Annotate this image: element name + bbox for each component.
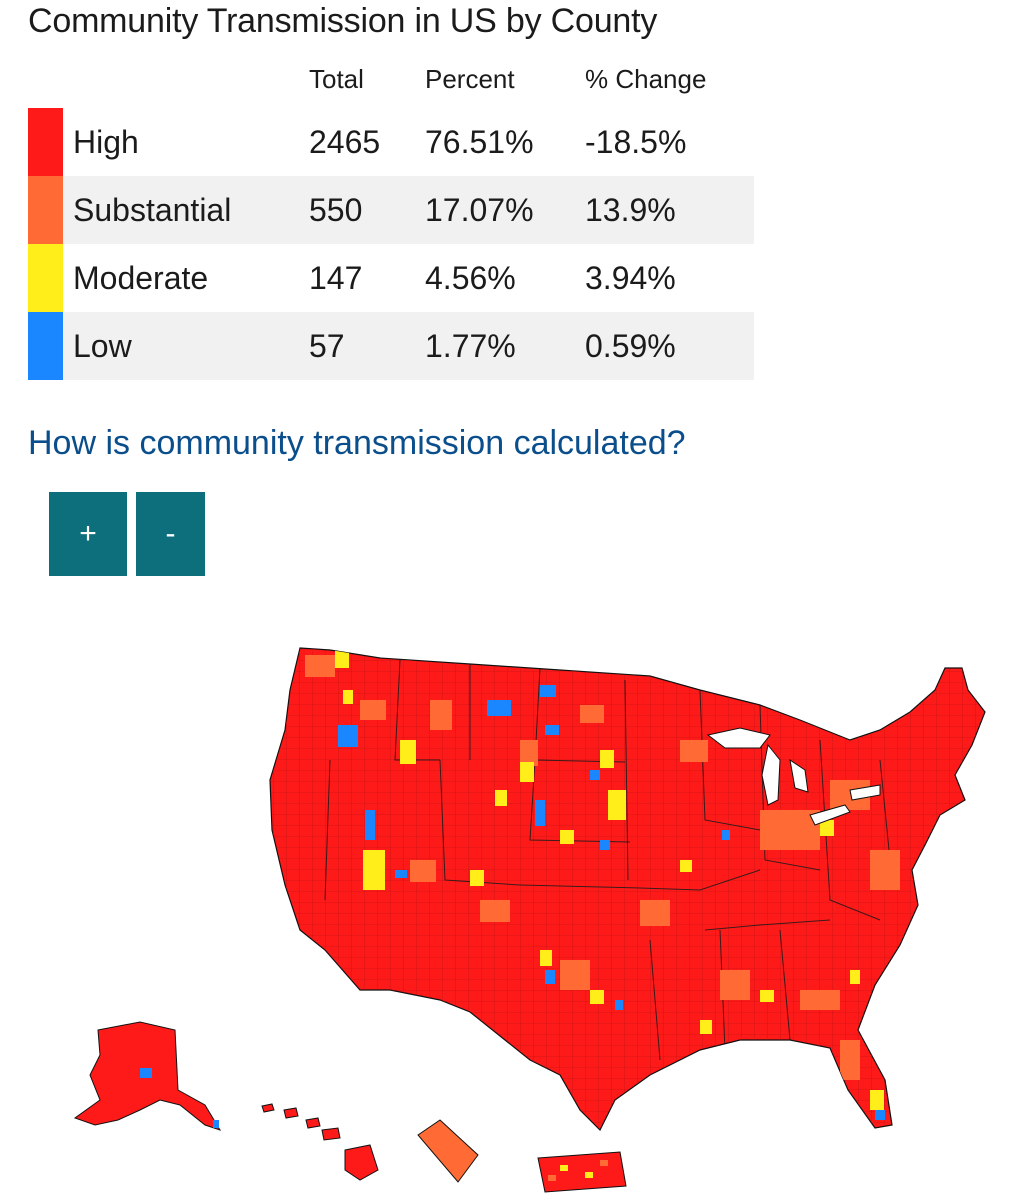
legend-swatch-substantial bbox=[28, 176, 63, 244]
row-change: 0.59% bbox=[585, 328, 676, 364]
row-percent: 17.07% bbox=[425, 192, 534, 228]
us-mainland[interactable] bbox=[260, 640, 1000, 1140]
table-row-substantial: Substantial 550 17.07% 13.9% bbox=[28, 176, 754, 244]
table-row-moderate: Moderate 147 4.56% 3.94% bbox=[28, 244, 754, 312]
header-percent: Percent bbox=[425, 64, 515, 94]
zoom-in-button[interactable]: + bbox=[49, 492, 127, 576]
row-percent: 1.77% bbox=[425, 328, 516, 364]
table-row-high: High 2465 76.51% -18.5% bbox=[28, 108, 754, 176]
row-percent: 4.56% bbox=[425, 260, 516, 296]
district-of-columbia[interactable] bbox=[417, 1119, 479, 1183]
zoom-out-button[interactable]: - bbox=[136, 492, 205, 576]
row-percent: 76.51% bbox=[425, 124, 534, 160]
us-county-map[interactable] bbox=[0, 600, 1026, 1200]
row-total: 2465 bbox=[309, 124, 381, 160]
legend-swatch-low bbox=[28, 312, 63, 380]
row-label: Moderate bbox=[73, 260, 209, 296]
transmission-summary-table: Total Percent % Change High 2465 76.51% … bbox=[28, 56, 754, 380]
row-change: -18.5% bbox=[585, 124, 687, 160]
row-change: 13.9% bbox=[585, 192, 676, 228]
how-calculated-link[interactable]: How is community transmission calculated… bbox=[28, 424, 686, 462]
row-change: 3.94% bbox=[585, 260, 676, 296]
legend-swatch-moderate bbox=[28, 244, 63, 312]
header-total: Total bbox=[309, 64, 364, 94]
page-title: Community Transmission in US by County bbox=[28, 2, 658, 40]
row-label: High bbox=[73, 124, 139, 160]
alaska[interactable] bbox=[73, 1021, 222, 1131]
hawaii[interactable] bbox=[261, 1103, 379, 1181]
row-total: 147 bbox=[309, 260, 363, 296]
row-total: 550 bbox=[309, 192, 363, 228]
header-change: % Change bbox=[585, 64, 707, 94]
legend-swatch-high bbox=[28, 108, 63, 176]
row-label: Low bbox=[73, 328, 132, 364]
puerto-rico[interactable] bbox=[537, 1151, 627, 1193]
row-label: Substantial bbox=[73, 192, 232, 228]
table-header-row: Total Percent % Change bbox=[28, 56, 754, 108]
table-row-low: Low 57 1.77% 0.59% bbox=[28, 312, 754, 380]
row-total: 57 bbox=[309, 328, 345, 364]
